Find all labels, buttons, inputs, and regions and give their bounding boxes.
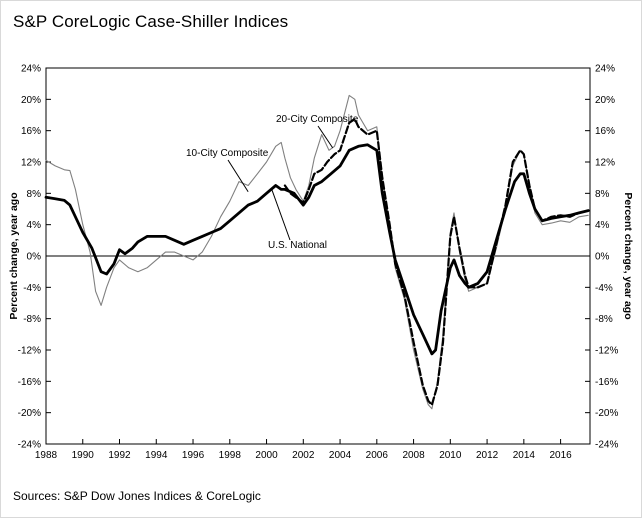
x-tick-label: 2000	[255, 450, 278, 461]
annotation-u-s-national: U.S. National	[268, 240, 327, 251]
series-line-20-city-composite	[283, 117, 590, 406]
y-tick-label-left: 0%	[27, 252, 42, 263]
x-tick-label: 2006	[366, 450, 389, 461]
y-tick-label-right: 24%	[595, 64, 615, 75]
x-tick-label: 1990	[72, 450, 95, 461]
x-tick-label: 2002	[292, 450, 315, 461]
x-tick-label: 1988	[35, 450, 58, 461]
y-tick-label-right: -24%	[595, 440, 618, 451]
x-tick-label: 2004	[329, 450, 352, 461]
x-tick-label: 1996	[182, 450, 205, 461]
y-tick-label-right: 8%	[595, 189, 610, 200]
x-tick-label: 2008	[402, 450, 425, 461]
y-axis-label-right: Percent change, year ago	[622, 192, 634, 319]
y-tick-label-right: 12%	[595, 158, 615, 169]
y-tick-label-right: 0%	[595, 252, 610, 263]
y-tick-label-right: -4%	[595, 283, 613, 294]
y-tick-label-left: -12%	[18, 346, 41, 357]
y-tick-label-left: -20%	[18, 408, 41, 419]
annotation-leader-u-s-national	[271, 190, 291, 241]
y-tick-label-left: 16%	[21, 126, 41, 137]
y-tick-label-right: 20%	[595, 95, 615, 106]
x-tick-label: 2016	[549, 450, 572, 461]
chart-title: S&P CoreLogic Case-Shiller Indices	[13, 12, 289, 31]
y-tick-label-right: 4%	[595, 220, 610, 231]
y-tick-label-right: 16%	[595, 126, 615, 137]
x-tick-label: 2014	[513, 450, 536, 461]
annotation-10-city-composite: 10-City Composite	[186, 148, 269, 159]
source-note: Sources: S&P Dow Jones Indices & CoreLog…	[13, 489, 261, 503]
x-tick-label: 1994	[145, 450, 168, 461]
y-tick-label-left: -8%	[23, 314, 41, 325]
y-tick-label-left: -4%	[23, 283, 41, 294]
annotation-leader-20-city-composite	[317, 125, 334, 149]
y-tick-label-left: 12%	[21, 158, 41, 169]
y-tick-label-left: -16%	[18, 377, 41, 388]
y-tick-label-left: 8%	[27, 189, 42, 200]
series-line-u-s-national	[44, 143, 590, 356]
annotation-leader-10-city-composite	[227, 159, 249, 193]
y-tick-label-right: -12%	[595, 346, 618, 357]
x-tick-label: 2010	[439, 450, 462, 461]
annotations: 20-City Composite 10-City Composite U.S. N…	[186, 114, 359, 251]
y-tick-label-right: -16%	[595, 377, 618, 388]
y-tick-label-right: -20%	[595, 408, 618, 419]
y-tick-label-right: -8%	[595, 314, 613, 325]
y-tick-label-left: 4%	[27, 220, 42, 231]
y-tick-label-left: -24%	[18, 440, 41, 451]
y-axis-label-left: Percent change, year ago	[8, 192, 20, 319]
series-group	[44, 94, 590, 410]
annotation-20-city-composite: 20-City Composite	[276, 114, 359, 125]
axes: -24% -24% -20% -20% -16% -16% -12% -12% -8% -8% -4…	[8, 64, 634, 462]
x-tick-label: 2012	[476, 450, 499, 461]
y-tick-label-left: 24%	[21, 64, 41, 75]
y-tick-label-left: 20%	[21, 95, 41, 106]
x-tick-label: 1992	[108, 450, 131, 461]
x-tick-label: 1998	[219, 450, 242, 461]
